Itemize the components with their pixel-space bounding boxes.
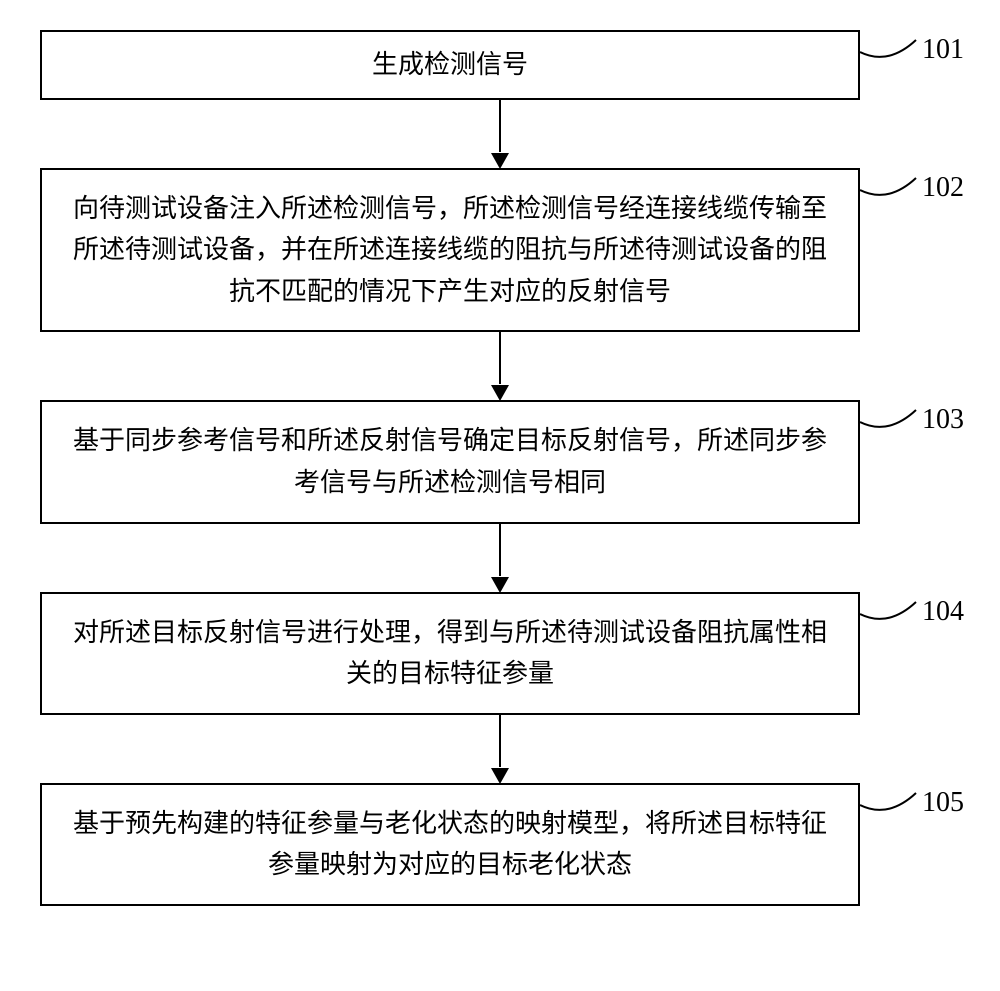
step-text-3: 基于同步参考信号和所述反射信号确定目标反射信号，所述同步参考信号与所述检测信号相… bbox=[72, 420, 828, 503]
step-number-2: 102 bbox=[922, 172, 964, 204]
step-number-3: 103 bbox=[922, 404, 964, 436]
arrow-container-2 bbox=[90, 332, 910, 400]
step-number-1: 101 bbox=[922, 34, 964, 66]
step-text-4: 对所述目标反射信号进行处理，得到与所述待测试设备阻抗属性相关的目标特征参量 bbox=[72, 612, 828, 695]
arrow-container-3 bbox=[90, 524, 910, 592]
step-box-2: 向待测试设备注入所述检测信号，所述检测信号经连接线缆传输至所述待测试设备，并在所… bbox=[40, 168, 860, 333]
step-text-1: 生成检测信号 bbox=[372, 44, 528, 86]
step-row-4: 对所述目标反射信号进行处理，得到与所述待测试设备阻抗属性相关的目标特征参量 10… bbox=[40, 592, 960, 715]
callout-line-2 bbox=[860, 176, 918, 206]
callout-line-5 bbox=[860, 791, 918, 821]
callout-line-1 bbox=[860, 38, 918, 68]
step-number-5: 105 bbox=[922, 787, 964, 819]
arrow-4 bbox=[499, 715, 501, 783]
step-row-2: 向待测试设备注入所述检测信号，所述检测信号经连接线缆传输至所述待测试设备，并在所… bbox=[40, 168, 960, 333]
callout-3: 103 bbox=[860, 408, 918, 438]
step-box-5: 基于预先构建的特征参量与老化状态的映射模型，将所述目标特征参量映射为对应的目标老… bbox=[40, 783, 860, 906]
callout-2: 102 bbox=[860, 176, 918, 206]
arrow-1 bbox=[499, 100, 501, 168]
callout-5: 105 bbox=[860, 791, 918, 821]
step-text-2: 向待测试设备注入所述检测信号，所述检测信号经连接线缆传输至所述待测试设备，并在所… bbox=[72, 188, 828, 313]
step-box-1: 生成检测信号 bbox=[40, 30, 860, 100]
step-box-4: 对所述目标反射信号进行处理，得到与所述待测试设备阻抗属性相关的目标特征参量 bbox=[40, 592, 860, 715]
step-number-4: 104 bbox=[922, 596, 964, 628]
flowchart-container: 生成检测信号 101 向待测试设备注入所述检测信号，所述检测信号经连接线缆传输至… bbox=[40, 30, 960, 906]
arrow-2 bbox=[499, 332, 501, 400]
callout-4: 104 bbox=[860, 600, 918, 630]
callout-1: 101 bbox=[860, 38, 918, 68]
step-row-5: 基于预先构建的特征参量与老化状态的映射模型，将所述目标特征参量映射为对应的目标老… bbox=[40, 783, 960, 906]
arrow-container-4 bbox=[90, 715, 910, 783]
step-row-3: 基于同步参考信号和所述反射信号确定目标反射信号，所述同步参考信号与所述检测信号相… bbox=[40, 400, 960, 523]
callout-line-3 bbox=[860, 408, 918, 438]
step-text-5: 基于预先构建的特征参量与老化状态的映射模型，将所述目标特征参量映射为对应的目标老… bbox=[72, 803, 828, 886]
callout-line-4 bbox=[860, 600, 918, 630]
arrow-3 bbox=[499, 524, 501, 592]
step-box-3: 基于同步参考信号和所述反射信号确定目标反射信号，所述同步参考信号与所述检测信号相… bbox=[40, 400, 860, 523]
arrow-container-1 bbox=[90, 100, 910, 168]
step-row-1: 生成检测信号 101 bbox=[40, 30, 960, 100]
